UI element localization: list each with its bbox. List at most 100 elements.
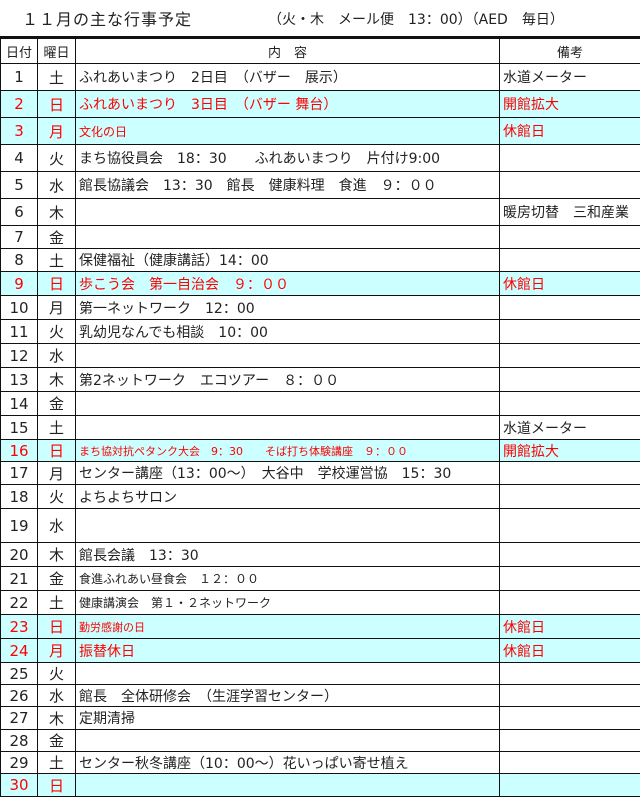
- content-cell: [76, 509, 500, 543]
- note-cell: 水道メーター: [500, 416, 640, 440]
- date-cell: 27: [1, 707, 38, 730]
- header-notes: 備考: [500, 38, 640, 64]
- content-cell: [76, 663, 500, 685]
- content-cell: 定期清掃: [76, 707, 500, 730]
- note-cell: [500, 543, 640, 567]
- date-cell: 4: [1, 145, 38, 172]
- content-cell: 保健福祉（健康講話）14：00: [76, 249, 500, 272]
- content-cell: ふれあいまつり 2日目 （バザー 展示）: [76, 64, 500, 91]
- weekday-cell: 水: [38, 172, 76, 199]
- note-cell: [500, 509, 640, 543]
- weekday-cell: 木: [38, 707, 76, 730]
- content-cell: センター秋冬講座（10：00～）花いっぱい寄せ植え: [76, 752, 500, 774]
- weekday-cell: 月: [38, 296, 76, 320]
- content-cell: 勤労感謝の日: [76, 615, 500, 639]
- content-cell: 第2ネットワーク エコツアー ８：００: [76, 368, 500, 392]
- weekday-cell: 日: [38, 615, 76, 639]
- content-cell: まち協対抗ペタンク大会 9：30 そば打ち体験講座 ９：００: [76, 440, 500, 462]
- content-cell: [76, 392, 500, 416]
- content-cell: [76, 199, 500, 226]
- note-cell: 水道メーター: [500, 64, 640, 91]
- header-date: 日付: [1, 38, 38, 64]
- weekday-cell: 火: [38, 320, 76, 344]
- date-cell: 26: [1, 685, 38, 707]
- note-cell: [500, 392, 640, 416]
- date-cell: 16: [1, 440, 38, 462]
- date-cell: 12: [1, 344, 38, 368]
- date-cell: 28: [1, 730, 38, 752]
- note-cell: [500, 249, 640, 272]
- note-cell: 開館拡大: [500, 440, 640, 462]
- content-cell: [76, 774, 500, 797]
- note-cell: [500, 296, 640, 320]
- note-cell: [500, 462, 640, 485]
- date-cell: 17: [1, 462, 38, 485]
- weekday-cell: 木: [38, 543, 76, 567]
- date-cell: 7: [1, 226, 38, 249]
- weekday-cell: 水: [38, 344, 76, 368]
- content-cell: ふれあいまつり 3日目 （バザー 舞台）: [76, 91, 500, 118]
- header-dow: 曜日: [38, 38, 76, 64]
- weekday-cell: 土: [38, 591, 76, 615]
- content-cell: 文化の日: [76, 118, 500, 145]
- date-cell: 21: [1, 567, 38, 591]
- content-cell: [76, 416, 500, 440]
- date-cell: 9: [1, 272, 38, 296]
- content-cell: よちよちサロン: [76, 485, 500, 509]
- note-cell: [500, 145, 640, 172]
- date-cell: 22: [1, 591, 38, 615]
- weekday-cell: 金: [38, 567, 76, 591]
- date-cell: 14: [1, 392, 38, 416]
- date-cell: 5: [1, 172, 38, 199]
- content-cell: 食進ふれあい昼食会 １２：００: [76, 567, 500, 591]
- date-cell: 2: [1, 91, 38, 118]
- date-cell: 30: [1, 774, 38, 797]
- note-cell: [500, 730, 640, 752]
- weekday-cell: 火: [38, 663, 76, 685]
- note-cell: [500, 774, 640, 797]
- weekday-cell: 木: [38, 368, 76, 392]
- content-cell: まち協役員会 18：30 ふれあいまつり 片付け9:00: [76, 145, 500, 172]
- date-cell: 10: [1, 296, 38, 320]
- page-title: １１月の主な行事予定: [22, 6, 192, 30]
- content-cell: 館長会議 13：30: [76, 543, 500, 567]
- weekday-cell: 木: [38, 199, 76, 226]
- weekday-cell: 水: [38, 685, 76, 707]
- weekday-cell: 金: [38, 392, 76, 416]
- note-cell: [500, 567, 640, 591]
- content-cell: [76, 730, 500, 752]
- weekday-cell: 金: [38, 730, 76, 752]
- note-cell: [500, 485, 640, 509]
- date-cell: 1: [1, 64, 38, 91]
- note-cell: [500, 752, 640, 774]
- content-cell: 第一ネットワーク 12：00: [76, 296, 500, 320]
- note-cell: 休館日: [500, 272, 640, 296]
- date-cell: 13: [1, 368, 38, 392]
- weekday-cell: 日: [38, 440, 76, 462]
- weekday-cell: 月: [38, 118, 76, 145]
- header-content: 内 容: [76, 38, 500, 64]
- date-cell: 11: [1, 320, 38, 344]
- content-cell: センター講座（13：00～） 大谷中 学校運営協 15：30: [76, 462, 500, 485]
- date-cell: 18: [1, 485, 38, 509]
- weekday-cell: 月: [38, 639, 76, 663]
- content-cell: 館長 全体研修会 （生涯学習センター）: [76, 685, 500, 707]
